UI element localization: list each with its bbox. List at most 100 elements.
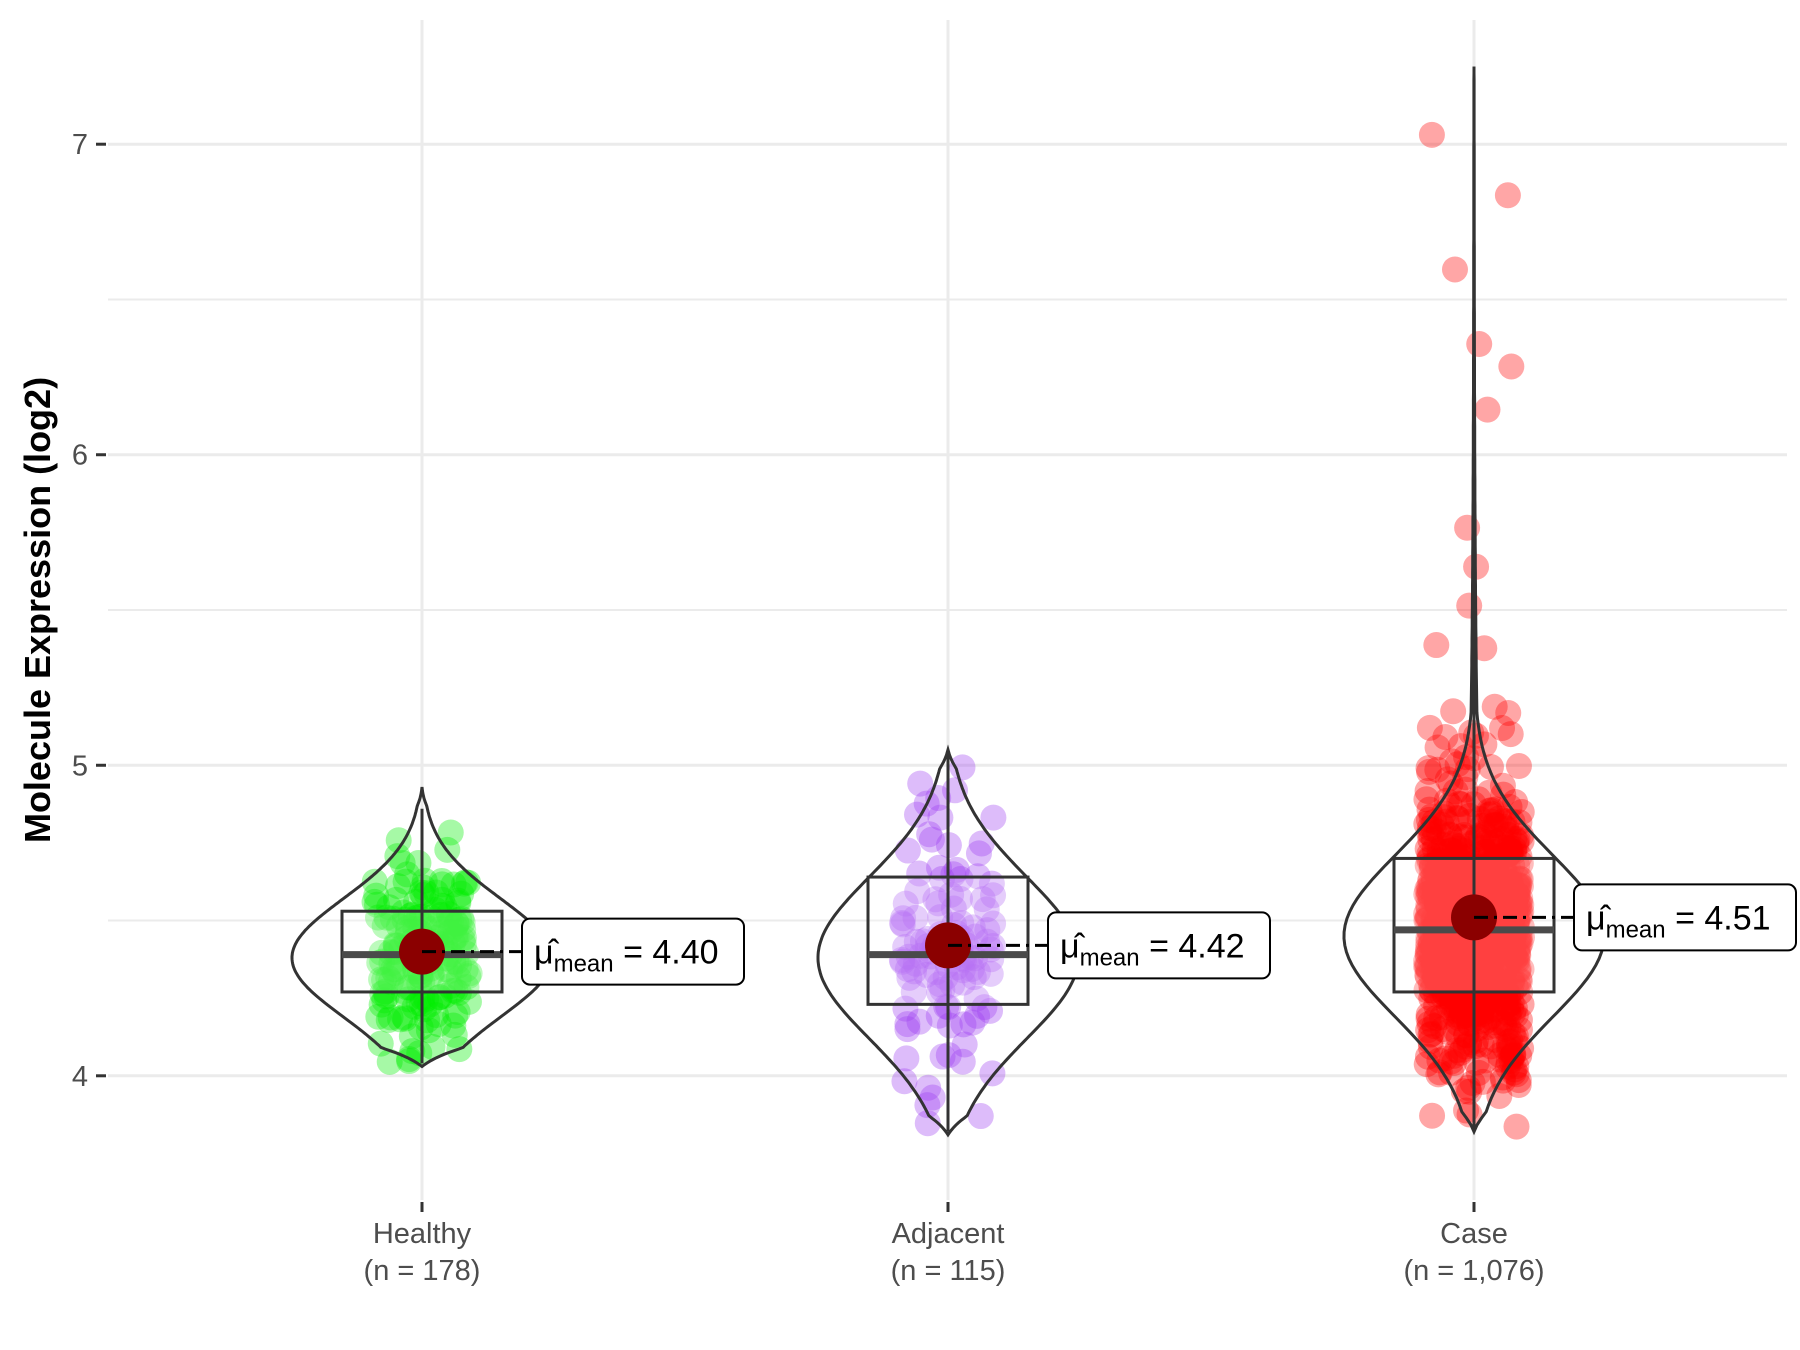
data-point <box>1449 959 1476 986</box>
data-point <box>1494 999 1521 1026</box>
data-point <box>1458 994 1485 1021</box>
data-point <box>1447 862 1474 889</box>
x-tick-label: Healthy <box>373 1218 472 1250</box>
data-point <box>1430 866 1457 893</box>
data-point <box>1436 821 1463 848</box>
data-point <box>1448 993 1475 1020</box>
data-point <box>1481 935 1508 962</box>
data-point <box>428 867 455 894</box>
data-point <box>1474 866 1501 893</box>
data-point <box>1423 942 1450 969</box>
data-point <box>980 804 1007 831</box>
data-point <box>1465 1059 1492 1086</box>
data-point <box>1481 981 1508 1008</box>
data-point <box>1440 962 1467 989</box>
data-point <box>1418 821 1445 848</box>
data-point <box>1506 1006 1533 1033</box>
data-point <box>1501 1056 1528 1083</box>
data-point <box>405 850 432 877</box>
data-point <box>1441 256 1468 283</box>
data-point <box>371 912 398 939</box>
data-point <box>1443 998 1470 1025</box>
data-point <box>1498 989 1525 1016</box>
data-point <box>1491 927 1518 954</box>
data-point <box>1421 932 1448 959</box>
data-point <box>1506 889 1533 916</box>
data-point <box>425 1011 452 1038</box>
data-point <box>1452 954 1479 981</box>
axes: Molecule Expression (log2) 4 5 6 7 Healthy (n… <box>17 129 1545 1287</box>
data-point <box>1417 929 1444 956</box>
y-axis-label: Molecule Expression (log2) <box>17 377 58 843</box>
data-point <box>1482 996 1509 1023</box>
data-point <box>1445 938 1472 965</box>
data-point <box>1482 873 1509 900</box>
data-point <box>1483 812 1510 839</box>
data-point <box>369 980 396 1007</box>
data-point <box>371 987 398 1014</box>
data-point <box>1482 946 1509 973</box>
data-point <box>1426 962 1453 989</box>
data-point <box>1438 874 1465 901</box>
data-point <box>1417 1033 1444 1060</box>
data-point <box>1463 952 1490 979</box>
data-point <box>1489 854 1516 881</box>
data-point <box>1424 891 1451 918</box>
data-point <box>1415 1001 1442 1028</box>
data-point <box>455 963 482 990</box>
data-point <box>1435 865 1462 892</box>
data-point <box>443 910 470 937</box>
data-point <box>1500 1000 1527 1027</box>
data-point <box>926 971 953 998</box>
data-point <box>1425 892 1452 919</box>
data-point <box>901 958 928 985</box>
data-point <box>1452 776 1479 803</box>
data-point <box>1502 974 1529 1001</box>
data-point <box>445 887 472 914</box>
data-point <box>1495 1048 1522 1075</box>
data-point <box>974 917 1001 944</box>
data-point <box>1483 938 1510 965</box>
data-point <box>1495 890 1522 917</box>
data-point <box>1474 990 1501 1017</box>
data-point <box>1464 861 1491 888</box>
data-point <box>1433 808 1460 835</box>
data-point <box>394 861 421 888</box>
mean-label-box <box>1573 883 1797 952</box>
data-point <box>1486 1042 1513 1069</box>
data-point <box>1487 939 1514 966</box>
data-point <box>1428 880 1455 907</box>
data-point <box>1423 632 1450 659</box>
data-point <box>1500 942 1527 969</box>
data-point <box>1415 1017 1442 1044</box>
data-point <box>1430 894 1457 921</box>
data-point <box>1491 1010 1518 1037</box>
data-point <box>1456 1030 1483 1057</box>
data-point <box>1429 983 1456 1010</box>
data-point <box>1465 857 1492 884</box>
data-point <box>1485 943 1512 970</box>
data-point <box>1447 858 1474 885</box>
data-point <box>1505 942 1532 969</box>
data-point <box>1494 808 1521 835</box>
data-point <box>1475 871 1502 898</box>
data-point <box>1479 827 1506 854</box>
data-point <box>377 1004 404 1031</box>
data-point <box>1488 825 1515 852</box>
data-point <box>1494 981 1521 1008</box>
data-point <box>894 837 921 864</box>
data-point <box>1458 982 1485 1009</box>
data-point <box>892 890 919 917</box>
data-point <box>1445 1024 1472 1051</box>
mean-label-text: μ̂mean = 4.51 <box>1586 899 1771 943</box>
data-point <box>1477 753 1504 780</box>
data-point <box>1491 1034 1518 1061</box>
data-point <box>1448 951 1475 978</box>
data-point <box>1446 823 1473 850</box>
data-point <box>1486 805 1513 832</box>
data-point <box>1425 862 1452 889</box>
data-point <box>1475 945 1502 972</box>
data-point <box>431 893 458 920</box>
data-point <box>1445 847 1472 874</box>
data-point <box>1415 929 1442 956</box>
